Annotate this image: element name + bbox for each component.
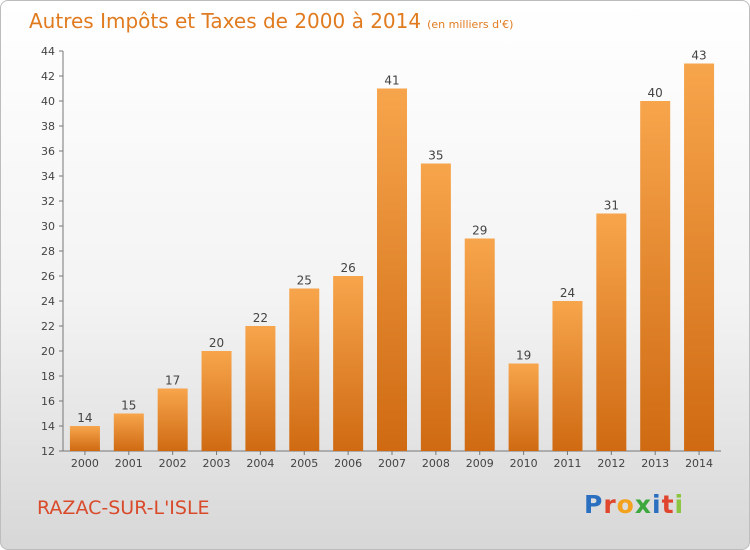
y-tick-label: 30 <box>41 220 55 233</box>
chart-labels: 2000 14 2001 15 2002 17 2003 20 2004 22 2005 25 2006… <box>71 49 713 471</box>
y-tick-label: 34 <box>41 170 55 183</box>
bar-value-label: 40 <box>648 86 663 100</box>
logo-letter: o <box>616 490 635 519</box>
bar <box>69 426 100 451</box>
bar <box>113 413 144 451</box>
y-tick-label: 12 <box>41 445 55 458</box>
x-tick-label: 2002 <box>159 457 187 470</box>
y-tick-label: 14 <box>41 420 55 433</box>
x-tick-label: 2008 <box>422 457 450 470</box>
y-tick-label: 22 <box>41 320 55 333</box>
logo-letter: P <box>584 490 604 519</box>
y-tick-label: 20 <box>41 345 55 358</box>
bar <box>464 238 495 451</box>
y-tick-label: 26 <box>41 270 55 283</box>
logo-letter: r <box>603 490 617 519</box>
x-tick-label: 2003 <box>203 457 231 470</box>
bar-value-label: 29 <box>472 224 487 238</box>
y-tick-label: 16 <box>41 395 55 408</box>
bar-value-label: 41 <box>384 74 399 88</box>
logo-letter: x <box>634 490 652 519</box>
x-tick-label: 2012 <box>597 457 625 470</box>
bar <box>289 288 320 451</box>
bar <box>201 351 232 451</box>
x-tick-label: 2007 <box>378 457 406 470</box>
bar <box>245 326 276 451</box>
bar-value-label: 35 <box>428 149 443 163</box>
x-tick-label: 2009 <box>466 457 494 470</box>
chart-title-text: Autres Impôts et Taxes de 2000 à 2014 <box>29 9 422 33</box>
x-tick-label: 2000 <box>71 457 99 470</box>
bar-value-label: 26 <box>340 261 355 275</box>
bar-value-label: 20 <box>209 336 224 350</box>
bar <box>333 276 364 451</box>
bar <box>596 213 627 451</box>
bar-value-label: 19 <box>516 349 531 363</box>
x-tick-label: 2004 <box>246 457 274 470</box>
y-tick-label: 40 <box>41 95 55 108</box>
bar <box>377 88 407 451</box>
x-tick-label: 2001 <box>115 457 143 470</box>
y-tick-label: 36 <box>41 145 55 158</box>
y-tick-label: 42 <box>41 70 55 83</box>
chart-title: Autres Impôts et Taxes de 2000 à 2014 (en… <box>29 9 513 33</box>
y-tick-label: 28 <box>41 245 55 258</box>
bar <box>640 101 671 451</box>
bar-value-label: 14 <box>77 411 92 425</box>
x-tick-label: 2006 <box>334 457 362 470</box>
y-tick-label: 24 <box>41 295 55 308</box>
bar <box>684 63 715 451</box>
y-tick-label: 44 <box>41 45 55 58</box>
city-name: RAZAC-SUR-L'ISLE <box>37 497 210 519</box>
proxiti-logo: Proxiti <box>584 490 684 519</box>
bar-value-label: 17 <box>165 374 180 388</box>
x-tick-label: 2010 <box>510 457 538 470</box>
bar-value-label: 24 <box>560 286 575 300</box>
logo-letter: i <box>674 490 685 519</box>
bar <box>552 301 583 451</box>
bar-value-label: 15 <box>121 399 136 413</box>
bar <box>420 163 451 451</box>
logo-letter: t <box>661 490 675 519</box>
y-tick-label: 32 <box>41 195 55 208</box>
y-tick-label: 18 <box>41 370 55 383</box>
y-tick-label: 38 <box>41 120 55 133</box>
chart-subtitle: (en milliers d'€) <box>427 18 514 31</box>
bar <box>157 388 188 451</box>
x-tick-label: 2005 <box>290 457 318 470</box>
bar <box>508 363 539 451</box>
logo-letter: i <box>652 490 662 519</box>
x-tick-label: 2013 <box>641 457 669 470</box>
bar-value-label: 31 <box>604 199 619 213</box>
x-tick-label: 2011 <box>553 457 581 470</box>
bar-value-label: 22 <box>253 311 268 325</box>
x-tick-label: 2014 <box>685 457 713 470</box>
bar-value-label: 43 <box>691 49 706 63</box>
chart-bars <box>69 63 715 451</box>
chart-axes: 12 14 16 18 20 22 24 26 28 30 32 34 36 38 40 42 44 <box>41 45 721 458</box>
bar-value-label: 25 <box>297 274 312 288</box>
